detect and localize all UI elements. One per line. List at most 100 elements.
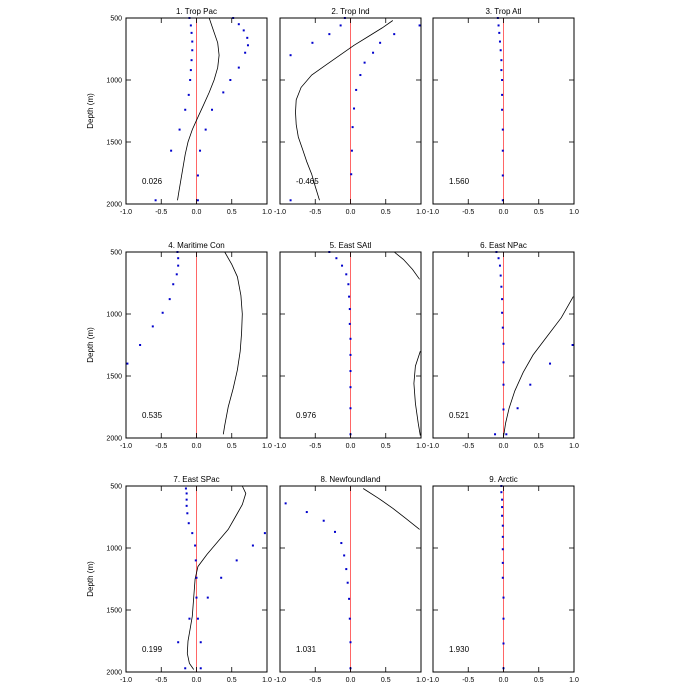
panel-8-xtick-label-4: 0.5 <box>381 677 391 684</box>
panel-9-xtick-label-5: 1.0 <box>569 677 579 684</box>
panel-7-xtick-label-2: -0.5 <box>155 677 167 684</box>
panel-1-data-point-13 <box>154 199 157 202</box>
panel-3-data-point-12 <box>501 149 504 152</box>
panel-6-xtick-label-3: 0.0 <box>499 443 509 450</box>
panel-1-xtick-label-3: 0.0 <box>192 209 202 216</box>
panel-3-data-point-9 <box>501 93 504 96</box>
panel-8-xtick-label-5: 1.0 <box>416 677 426 684</box>
panel-1-ytick-label-4: 2000 <box>106 202 122 209</box>
panel-6-data-point-7 <box>501 311 504 314</box>
panel-3-data-point-11 <box>501 128 504 131</box>
panel-9-xtick-label-3: 0.0 <box>499 677 509 684</box>
panel-7-data-point-3 <box>185 498 188 501</box>
panel-4-curve-line <box>222 251 243 435</box>
panel-1-data-point-8 <box>189 79 192 81</box>
panel-7-data-point-1 <box>184 487 187 490</box>
panel-7-title: 7. East SPac <box>173 475 219 484</box>
panel-2-data-point-11 <box>359 74 362 77</box>
panel-4-xtick-label-1: -1.0 <box>120 443 132 450</box>
panel-2-data-point-13 <box>353 107 356 110</box>
panel-2-data-point-6 <box>418 24 421 27</box>
panel-4-data-point-2 <box>177 257 180 260</box>
panel-1-ytick-label-2: 1000 <box>106 78 122 85</box>
panel-6-data-point-13 <box>494 433 497 436</box>
panel-8-data-point-5 <box>340 542 343 545</box>
panel-9-data-point-3 <box>501 498 504 501</box>
panel-9-data-point-7 <box>501 535 504 538</box>
panel-6-data-point-12 <box>502 408 505 411</box>
panel-2-title: 2. Trop Ind <box>331 7 369 16</box>
panel-7-data-point-18 <box>220 576 223 579</box>
panel-1-data-point-9 <box>187 93 190 96</box>
panel-1-data-point-7 <box>189 69 192 72</box>
panel-9-data-point-13 <box>502 642 505 645</box>
panel-9-xtick-label-2: -0.5 <box>462 677 474 684</box>
panel-4-data-point-3 <box>177 264 180 267</box>
panel-7-value-label: 0.199 <box>142 645 163 654</box>
panel-4-title: 4. Maritime Con <box>168 241 224 250</box>
panel-7-data-point-15 <box>263 532 266 535</box>
panel-4-ytick-label-1: 500 <box>110 250 122 257</box>
panel-1-curve-line <box>177 17 220 201</box>
panel-6-xtick-label-1: -1.0 <box>427 443 439 450</box>
panel-7-data-point-9 <box>194 559 197 562</box>
panel-4-data-point-7 <box>161 311 164 314</box>
panel-9-data-point-11 <box>502 596 505 599</box>
panel-7-data-point-19 <box>206 596 209 599</box>
panel-3-xtick-label-5: 1.0 <box>569 209 579 216</box>
panel-2-xtick-label-1: -1.0 <box>274 209 286 216</box>
panel-7-curve-line <box>186 485 247 670</box>
panel-5-data-point-13 <box>349 407 352 410</box>
panel-1-data-point-17 <box>246 36 249 39</box>
panel-9-data-point-8 <box>501 548 504 551</box>
panel-3-data-point-8 <box>501 79 504 81</box>
panel-3-data-point-3 <box>498 31 501 34</box>
panel-6-data-point-16 <box>529 383 532 386</box>
panel-6-data-point-2 <box>497 257 500 260</box>
panel-9-value-label: 1.930 <box>449 645 470 654</box>
panel-3-title: 3. Trop Atl <box>485 7 521 16</box>
panel-8-data-point-9 <box>348 597 351 600</box>
panel-4-data-point-5 <box>172 283 175 286</box>
panel-3-xtick-label-1: -1.0 <box>427 209 439 216</box>
panel-3-data-point-2 <box>497 24 500 27</box>
panel-6-data-point-4 <box>499 274 502 277</box>
panel-1-data-point-22 <box>222 91 225 94</box>
panel-3-xtick-label-2: -0.5 <box>462 209 474 216</box>
panel-1-ytick-label-3: 1500 <box>106 140 122 147</box>
panel-7-data-point-12 <box>196 617 199 620</box>
panel-3-data-point-4 <box>498 40 501 43</box>
panel-5-data-point-11 <box>349 370 352 373</box>
panel-1-xtick-label-1: -1.0 <box>120 209 132 216</box>
panel-1-data-point-21 <box>229 79 232 81</box>
panel-1-data-point-16 <box>242 29 245 32</box>
panel-4-data-point-9 <box>139 344 142 346</box>
panel-7-ytick-label-3: 1500 <box>106 608 122 615</box>
panel-2-data-point-3 <box>328 33 331 36</box>
panel-6-data-point-3 <box>498 264 501 267</box>
panel-1-title: 1. Trop Pac <box>176 7 217 16</box>
panel-5-data-point-10 <box>349 353 352 356</box>
panel-9-data-point-6 <box>501 524 504 527</box>
panel-4-ytick-label-4: 2000 <box>106 436 122 443</box>
panel-8-data-point-7 <box>345 568 348 571</box>
panel-1-ytick-label-1: 500 <box>110 16 122 23</box>
panel-7-xtick-label-3: 0.0 <box>192 677 202 684</box>
panel-2-data-point-5 <box>289 54 292 57</box>
panel-2-data-point-9 <box>372 51 375 54</box>
panel-1-data-point-12 <box>170 149 173 152</box>
panel-1-data-point-4 <box>191 40 194 43</box>
panel-1-data-point-24 <box>204 128 207 131</box>
panel-6-data-point-15 <box>516 407 519 410</box>
panel-3-data-point-10 <box>501 108 504 111</box>
panel-9-data-point-10 <box>501 576 504 579</box>
panel-7-data-point-5 <box>186 512 189 515</box>
panel-1-xtick-label-4: 0.5 <box>227 209 237 216</box>
panel-3-value-label: 1.560 <box>449 177 470 186</box>
panel-7-xtick-label-5: 1.0 <box>262 677 272 684</box>
panel-8-xtick-label-2: -0.5 <box>309 677 321 684</box>
panel-9-data-point-5 <box>501 514 504 517</box>
panel-4-data-point-6 <box>168 298 171 301</box>
panel-8-xtick-label-1: -1.0 <box>274 677 286 684</box>
panel-7-data-point-22 <box>184 667 187 670</box>
